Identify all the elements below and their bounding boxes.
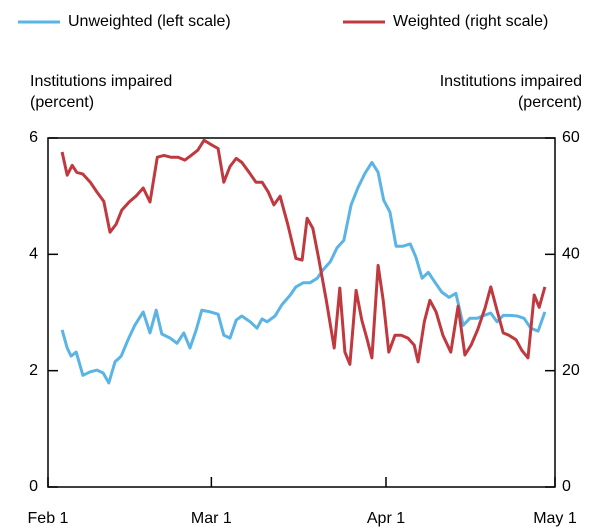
legend-label: Weighted (right scale): [393, 13, 548, 30]
x-tick-label: Apr 1: [367, 510, 405, 527]
legend-label: Unweighted (left scale): [68, 13, 231, 30]
y-tick-label: 0: [29, 478, 38, 495]
y-axis-title-left: (percent): [30, 94, 94, 111]
x-tick-label: May 1: [533, 510, 577, 527]
y2-tick-label: 20: [562, 362, 580, 379]
y-tick-label: 6: [29, 129, 38, 146]
data-line: [60, 160, 547, 385]
y2-tick-label: 60: [562, 129, 580, 146]
y-axis-title-right: (percent): [518, 94, 582, 111]
y-axis-title-right: Institutions impaired: [440, 73, 582, 90]
y2-tick-label: 40: [562, 246, 580, 263]
y-axis-title-left: Institutions impaired: [30, 73, 172, 90]
y-tick-label: 2: [29, 362, 38, 379]
y-tick-label: 4: [29, 246, 38, 263]
x-tick-label: Mar 1: [191, 510, 232, 527]
data-line: [60, 138, 547, 366]
x-tick-label: Feb 1: [28, 510, 69, 527]
y2-tick-label: 0: [562, 478, 571, 495]
plot-frame: [47, 137, 556, 488]
